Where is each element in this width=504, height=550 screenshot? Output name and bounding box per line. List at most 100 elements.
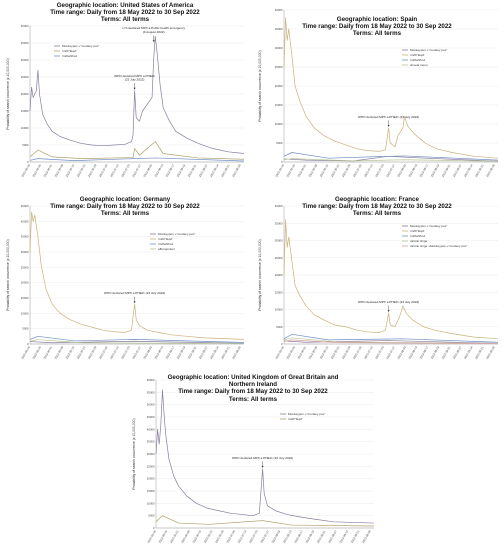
x-tick-label: 2022-05-18 xyxy=(274,163,285,178)
legend-label: variole singe xyxy=(410,239,428,243)
y-tick-label: 50000 xyxy=(147,403,155,407)
series-line xyxy=(283,333,499,343)
x-tick-label: 2022-08-24 xyxy=(176,345,187,360)
x-tick-label: 2022-06-08 xyxy=(54,345,65,360)
x-tick-label: 2022-08-10 xyxy=(407,163,418,178)
x-tick-label: 2022-06-29 xyxy=(341,163,352,178)
title-line: Geographic location: Spain xyxy=(336,16,418,23)
chart-title: Geographic location: Germany Time range:… xyxy=(2,196,248,218)
x-tick-label: 2022-08-31 xyxy=(441,345,452,360)
series-line xyxy=(283,339,499,344)
chart-canvas: 0 5000 10000 15000 20000 25000 30000 35000 40000… xyxy=(132,378,375,544)
title-line: Terms: All terms xyxy=(352,30,402,38)
x-tick-label: 2022-09-07 xyxy=(198,345,209,360)
annotation-label: WHO declared MPX a PHEIC (23 July 2022) xyxy=(358,300,419,304)
x-tick-label: 2022-08-24 xyxy=(430,345,441,360)
x-tick-label: 2022-05-25 xyxy=(285,345,296,360)
x-tick-label: 2022-09-21 xyxy=(220,345,231,360)
x-tick-label: 2022-08-10 xyxy=(407,345,418,360)
legend-label: /m/0w9ho1 xyxy=(410,58,425,62)
x-tick-label: 2022-07-20 xyxy=(374,163,385,178)
y-tick-label: 20000 xyxy=(147,477,155,481)
x-tick-label: 2022-05-25 xyxy=(31,163,42,178)
y-tick-label: 55000 xyxy=(147,390,155,394)
x-tick-label: 2022-07-13 xyxy=(237,529,248,544)
chart-title: Geographic location: Spain Time range: D… xyxy=(254,16,500,38)
x-tick-label: 2022-06-15 xyxy=(65,345,76,360)
x-tick-label: 2022-07-13 xyxy=(363,345,374,360)
series-line xyxy=(29,157,245,162)
y-tick-label: 25000 xyxy=(21,75,29,79)
series-line xyxy=(29,35,245,154)
x-tick-label: 2022-08-31 xyxy=(187,345,198,360)
x-tick-label: 2022-07-06 xyxy=(98,163,109,178)
y-tick-label: 30000 xyxy=(275,46,283,50)
series-line xyxy=(29,340,245,344)
x-tick-label: 2022-09-14 xyxy=(209,345,220,360)
legend-label: /m/07Ikqvf xyxy=(410,229,424,233)
annotation-arrowhead xyxy=(387,125,390,127)
x-tick-label: 2022-07-06 xyxy=(352,163,363,178)
legend-label: viruela mono xyxy=(410,63,428,67)
x-tick-label: 2022-09-28 xyxy=(231,345,242,360)
annotation-arrowhead xyxy=(133,301,136,304)
annotation-label: WHO declared MPX a PHEIC (23 July 2022) xyxy=(232,456,293,460)
x-tick-label: 2022-06-01 xyxy=(296,345,307,360)
x-tick-label: 2022-08-10 xyxy=(282,529,293,544)
y-axis-label: Probability of search occurrence (x 10,0… xyxy=(258,50,262,121)
y-tick-label: 15000 xyxy=(21,296,29,300)
y-axis-label: Probability of search occurrence (x 10,0… xyxy=(132,418,136,489)
x-tick-label: 2022-09-14 xyxy=(338,529,349,544)
x-tick-label: 2022-06-22 xyxy=(76,163,87,178)
y-tick-label: 40000 xyxy=(21,24,29,28)
y-axis-label: Probability of search occurrence (x 10,0… xyxy=(6,58,10,129)
y-tick-label: 5000 xyxy=(276,141,283,145)
y-tick-label: 10000 xyxy=(21,311,29,315)
x-tick-label: 2022-06-01 xyxy=(296,163,307,178)
x-tick-label: 2022-08-31 xyxy=(187,163,198,178)
y-tick-label: 35000 xyxy=(275,221,283,225)
series-line xyxy=(283,155,499,162)
y-tick-label: 20000 xyxy=(21,281,29,285)
x-tick-label: 2022-06-22 xyxy=(330,163,341,178)
x-tick-label: 2022-09-21 xyxy=(220,163,231,178)
y-tick-label: 20000 xyxy=(21,92,29,96)
chart-panel-germany: 0 5000 10000 15000 20000 25000 30000 35000 40000… xyxy=(2,186,248,364)
legend-label: Monkeypox +"monkey pox" xyxy=(62,44,99,48)
series-line xyxy=(155,389,375,524)
x-tick-label: 2022-08-17 xyxy=(418,345,429,360)
annotation-arrowhead xyxy=(387,310,390,312)
x-tick-label: 2022-05-25 xyxy=(31,345,42,360)
title-line: Terms: All terms xyxy=(100,210,150,218)
y-tick-label: 20000 xyxy=(275,84,283,88)
y-tick-label: 35000 xyxy=(147,440,155,444)
x-tick-label: 2022-07-13 xyxy=(109,345,120,360)
series-line xyxy=(155,515,375,527)
y-tick-label: 10000 xyxy=(147,501,155,505)
title-line: Time range: Daily from 18 May 2022 to 30… xyxy=(178,388,328,396)
y-tick-label: 40000 xyxy=(275,204,283,208)
annotation-arrowhead xyxy=(261,466,264,468)
x-tick-label: 2022-05-25 xyxy=(158,529,169,544)
y-tick-label: 5000 xyxy=(22,143,29,147)
annotation-arrowhead xyxy=(133,87,136,90)
x-tick-label: 2022-06-22 xyxy=(76,345,87,360)
x-tick-label: 2022-07-20 xyxy=(248,529,259,544)
series-line xyxy=(29,211,245,340)
title-line: Terms: All terms xyxy=(100,16,150,24)
title-line: Terms: All terms xyxy=(228,395,278,403)
chart-panel-uk: 0 5000 10000 15000 20000 25000 30000 35000 40000… xyxy=(128,368,378,548)
x-tick-label: 2022-07-13 xyxy=(109,163,120,178)
title-line: Time range: Daily from 18 May 2022 to 30… xyxy=(50,203,200,211)
x-tick-label: 2022-06-15 xyxy=(65,163,76,178)
title-line: Northern Ireland xyxy=(228,381,278,389)
title-line: Geographic location: United Kingdom of G… xyxy=(167,374,339,381)
series-line xyxy=(283,340,499,344)
y-tick-label: 10000 xyxy=(21,126,29,130)
legend-label: /m/07Ikqvf xyxy=(62,49,76,53)
x-tick-label: 2022-06-01 xyxy=(169,529,180,544)
x-tick-label: 2022-09-07 xyxy=(198,163,209,178)
y-tick-label: 0 xyxy=(27,342,29,346)
x-tick-label: 2022-08-10 xyxy=(153,163,164,178)
legend-label: /m/07Ikqvf xyxy=(158,237,172,241)
